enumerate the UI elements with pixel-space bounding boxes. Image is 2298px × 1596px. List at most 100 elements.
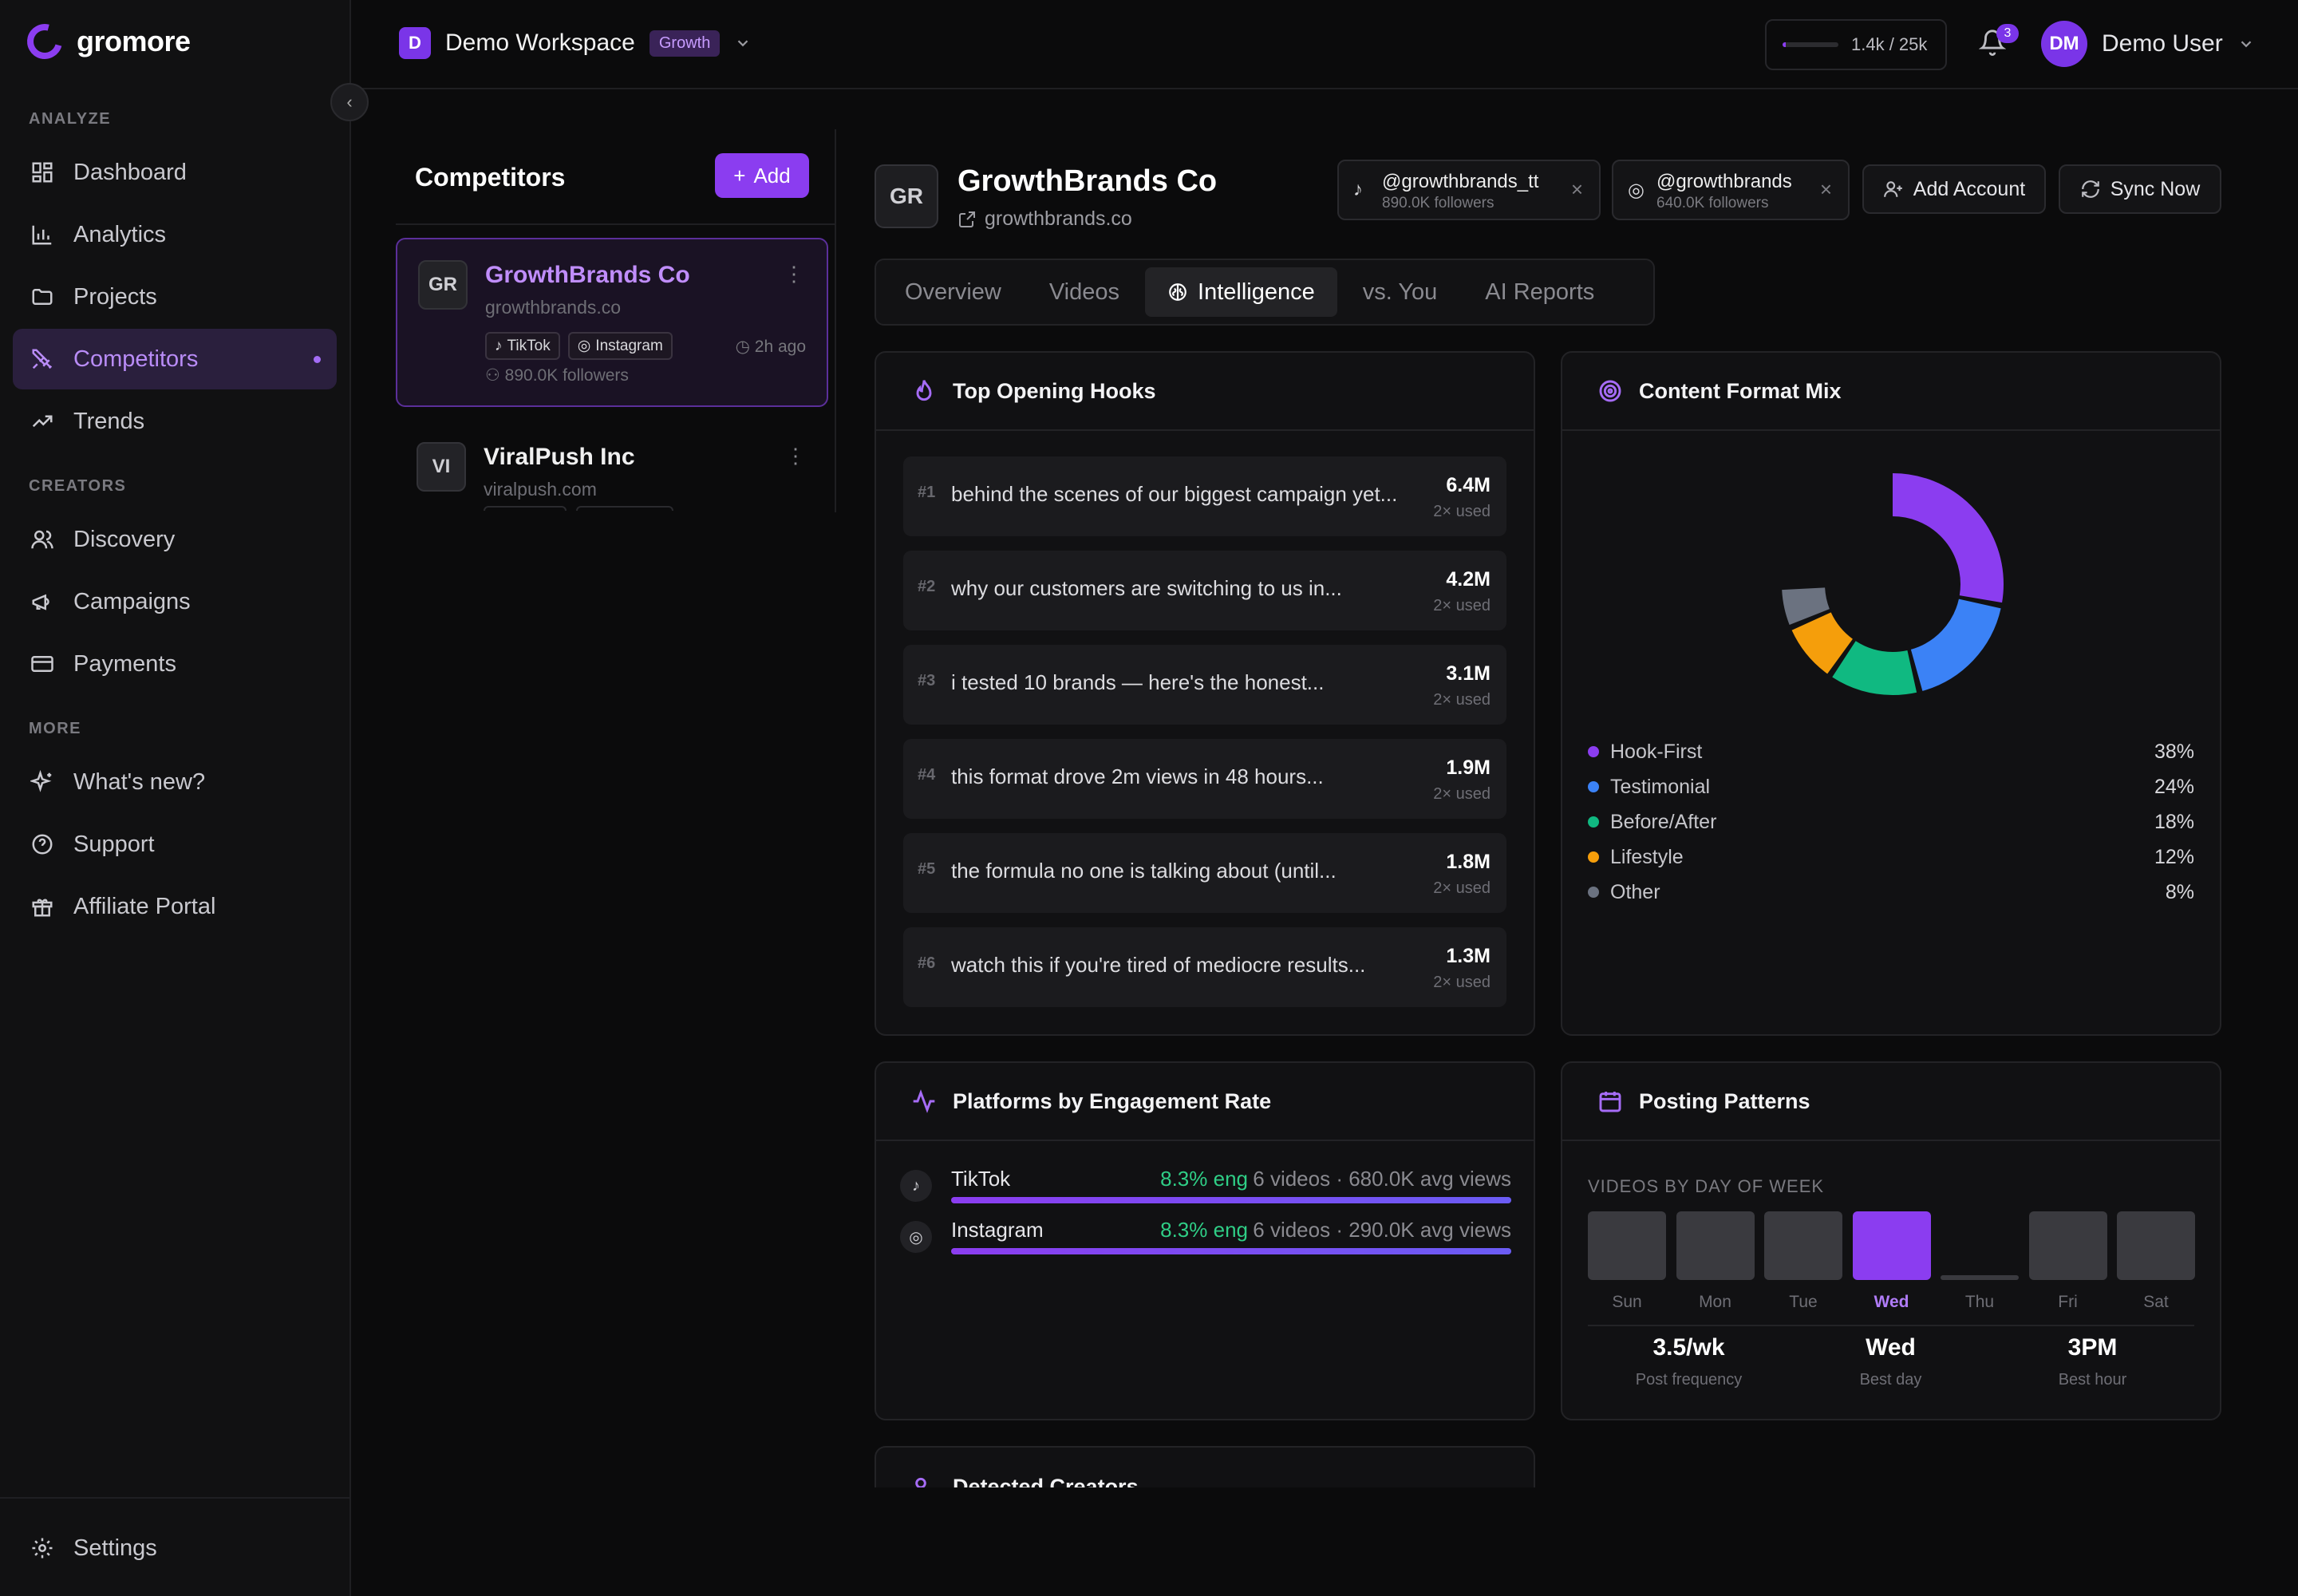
sidebar-item-analytics[interactable]: Analytics [13,204,337,265]
legend-label: Before/After [1610,810,1717,833]
tab-label: Intelligence [1198,279,1315,305]
user-menu[interactable]: DM Demo User [2041,21,2255,67]
legend-value: 12% [2154,845,2194,868]
remove-account-icon[interactable]: × [1570,177,1583,201]
hook-text: i tested 10 brands — here's the honest..… [951,670,1325,694]
stat-label: Post frequency [1635,1371,1743,1389]
day-column-sun: Sun [1588,1197,1666,1312]
sidebar-item-label: Campaigns [73,588,191,614]
detail-domain-link[interactable]: growthbrands.co [958,207,1132,231]
add-button-label: Add [753,163,791,188]
legend-label: Other [1610,880,1660,903]
tab-videos[interactable]: Videos [1048,279,1120,305]
legend-item: Hook-First 38% [1588,736,2194,768]
notifications-button[interactable]: 3 [1978,24,2019,61]
hook-text: why our customers are switching to us in… [951,576,1342,600]
sidebar-item-whats-new[interactable]: What's new? [13,752,337,812]
instagram-icon: ◎ [900,1221,932,1253]
competitor-card-selected[interactable]: GR GrowthBrands Co growthbrands.co ⋮ ♪ Ti… [396,238,828,407]
platform-name: Instagram [951,1218,1044,1242]
sidebar-item-settings[interactable]: Settings [13,1518,337,1578]
plus-icon: + [733,163,746,188]
last-synced: ◷ 2h ago [736,337,806,357]
day-bar [2028,1211,2107,1280]
sidebar-item-label: Trends [73,408,145,434]
add-competitor-button[interactable]: + Add [715,153,809,198]
card-title: Platforms by Engagement Rate [953,1088,1272,1113]
hook-item[interactable]: #3 i tested 10 brands — here's the honest… [903,645,1506,725]
sidebar-item-dashboard[interactable]: Dashboard [13,142,337,203]
collapse-sidebar-button[interactable]: ‹ [330,83,369,121]
workspace-switcher[interactable]: D Demo Workspace Growth [399,27,752,59]
divider [1588,1325,2194,1326]
hook-usage: 2× used [1433,785,1491,803]
usage-text: 1.4k / 25k [1851,34,1928,54]
hook-text: watch this if you're tired of mediocre r… [951,953,1366,977]
hook-item[interactable]: #5 the formula no one is talking about (u… [903,833,1506,913]
hook-item[interactable]: #6 watch this if you're tired of mediocre… [903,927,1506,1007]
domain-text: growthbrands.co [985,207,1132,230]
hook-views: 6.4M [1446,474,1491,496]
sidebar-item-label: What's new? [73,768,206,795]
tab-intelligence[interactable]: Intelligence [1145,267,1337,317]
account-handle: @growthbrands_tt [1382,171,1539,192]
tab-ai-reports[interactable]: AI Reports [1485,279,1595,305]
sidebar-item-affiliate-portal[interactable]: Affiliate Portal [13,876,337,937]
format-donut-chart [1782,473,2004,695]
sidebar-item-projects[interactable]: Projects [13,267,337,327]
chevron-down-icon [2241,41,2252,48]
day-column-tue: Tue [1764,1197,1842,1312]
tag-label: Instagram [595,337,663,354]
target-icon [1599,380,1621,402]
sidebar-item-trends[interactable]: Trends [13,391,337,452]
hook-item[interactable]: #2 why our customers are switching to us … [903,551,1506,630]
legend-value: 24% [2154,775,2194,798]
remove-account-icon[interactable]: × [1819,177,1832,201]
sidebar-item-discovery[interactable]: Discovery [13,509,337,570]
usage-meter[interactable]: 1.4k / 25k [1765,19,1947,70]
platform-tag-tiktok: ♪ TikTok [485,332,560,360]
legend-label: Hook-First [1610,740,1703,763]
plan-badge: Growth [649,30,721,57]
sidebar: gromore ANALYZE Dashboard Analytics Proj… [0,0,351,1596]
day-column-mon: Mon [1676,1197,1755,1312]
hook-text: behind the scenes of our biggest campaig… [951,482,1398,506]
stat-label: Best hour [2058,1371,2127,1389]
sync-now-label: Sync Now [2110,177,2201,200]
add-account-button[interactable]: Add Account [1862,164,2046,214]
stat-best-hour: 3PM Best hour [1992,1334,2193,1389]
sidebar-item-campaigns[interactable]: Campaigns [13,571,337,632]
competitor-card[interactable]: VI ViralPush Inc viralpush.com ⋮ [396,421,828,511]
user-avatar: DM [2041,21,2087,67]
account-chip-tiktok[interactable]: ♪ @growthbrands_tt 890.0K followers × [1337,160,1601,220]
bell-icon [1978,30,2007,56]
gear-icon [29,1535,56,1562]
sync-now-button[interactable]: Sync Now [2059,164,2221,214]
day-column-fri: Fri [2028,1197,2107,1312]
sidebar-item-support[interactable]: Support [13,814,337,875]
hook-usage: 2× used [1433,691,1491,709]
tab-overview[interactable]: Overview [905,279,1001,305]
content-format-mix-card: Content Format Mix Hook-First 38% Testimon… [1561,351,2221,1036]
sidebar-item-label: Settings [73,1535,157,1561]
legend-label: Lifestyle [1610,845,1684,868]
sidebar-item-competitors[interactable]: Competitors [13,329,337,389]
day-column-wed: Wed [1852,1197,1931,1312]
active-indicator [314,355,321,363]
more-vertical-icon[interactable]: ⋮ [784,262,804,286]
add-account-label: Add Account [1913,177,2026,200]
tab-vs-you[interactable]: vs. You [1362,279,1438,305]
flame-icon [916,380,932,401]
hook-item[interactable]: #4 this format drove 2m views in 48 hours… [903,739,1506,819]
more-vertical-icon[interactable]: ⋮ [785,444,806,468]
day-label: Fri [2058,1293,2078,1311]
account-chip-instagram[interactable]: ◎ @growthbrands 640.0K followers × [1612,160,1850,220]
hook-item[interactable]: #1 behind the scenes of our biggest campa… [903,456,1506,536]
activity-icon [913,1089,935,1113]
hook-rank: #4 [918,766,936,784]
sidebar-item-payments[interactable]: Payments [13,634,337,694]
platform-tag-instagram: ◎ Instagram [567,332,673,360]
legend-swatch [1588,781,1599,792]
app-logo[interactable]: gromore [20,17,191,66]
donut-slice-hook-first [1782,473,2004,695]
